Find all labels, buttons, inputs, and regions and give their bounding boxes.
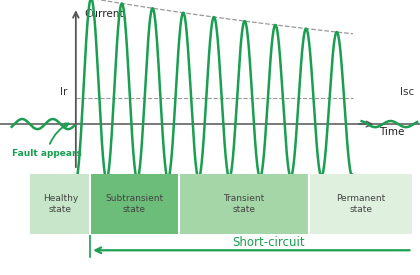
Bar: [309, 174, 412, 234]
Bar: [30, 174, 90, 234]
Text: Healthy
state: Healthy state: [43, 194, 78, 214]
Text: Short-circuit: Short-circuit: [232, 236, 304, 249]
Text: Permanent
state: Permanent state: [336, 194, 385, 214]
Text: Isc: Isc: [399, 87, 414, 97]
Text: Time: Time: [379, 127, 404, 137]
Text: Ir: Ir: [60, 87, 67, 97]
Bar: [178, 174, 309, 234]
Bar: [90, 174, 178, 234]
Text: Transient
state: Transient state: [223, 194, 264, 214]
Text: Subtransient
state: Subtransient state: [105, 194, 163, 214]
Text: Fault appears: Fault appears: [12, 123, 81, 158]
Text: Current: Current: [84, 9, 124, 19]
